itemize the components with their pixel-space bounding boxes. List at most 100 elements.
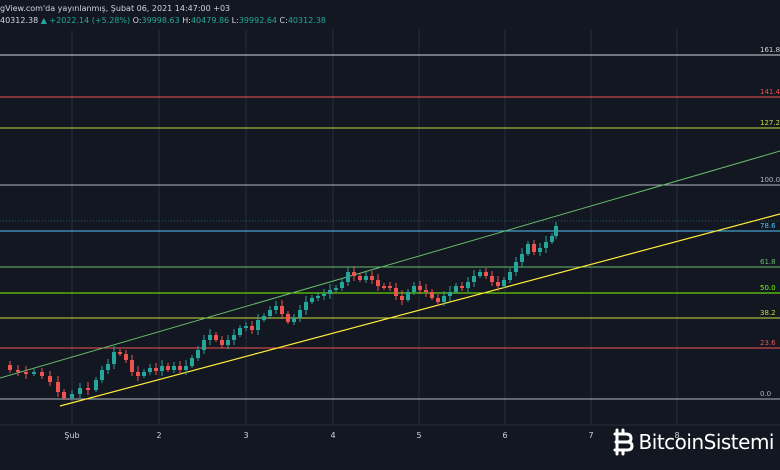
candle-body bbox=[352, 272, 356, 276]
candle-body bbox=[202, 340, 206, 350]
candle bbox=[136, 366, 140, 381]
candle-body bbox=[208, 335, 212, 340]
time-tick-label: Şub bbox=[64, 431, 79, 440]
candle bbox=[286, 311, 290, 324]
candle bbox=[94, 377, 98, 392]
candle-body bbox=[358, 276, 362, 280]
last-price: 40312.38 bbox=[0, 16, 39, 25]
trend-channel[interactable] bbox=[0, 150, 780, 407]
candle-body bbox=[370, 276, 374, 280]
candle bbox=[508, 268, 512, 283]
candlesticks bbox=[8, 222, 558, 401]
fib-level-label: 38.2 bbox=[760, 309, 776, 317]
fib-level-label: 141.4 bbox=[760, 88, 780, 96]
candle-body bbox=[304, 302, 308, 310]
candle bbox=[340, 278, 344, 291]
time-tick-label: 3 bbox=[243, 431, 248, 440]
candle-body bbox=[112, 352, 116, 364]
candle-body bbox=[460, 286, 464, 288]
candle bbox=[532, 240, 536, 255]
candle bbox=[310, 295, 314, 304]
candle bbox=[226, 335, 230, 349]
candle-body bbox=[226, 340, 230, 345]
candle bbox=[148, 364, 152, 375]
candle-body bbox=[286, 314, 290, 322]
triangle-up-icon: ▲ bbox=[40, 16, 47, 25]
logo-text: BitcoinSistemi bbox=[638, 430, 775, 454]
candle bbox=[352, 266, 356, 281]
candle bbox=[70, 390, 74, 401]
upper-channel-line[interactable] bbox=[0, 150, 780, 379]
candle-body bbox=[484, 272, 488, 276]
fibonacci-retracement[interactable]: 161.8 141.4 127.2 100.0 78.6 61.8 50.0 38.2 23.6… bbox=[0, 46, 780, 400]
candle bbox=[370, 271, 374, 284]
candle-body bbox=[400, 296, 404, 300]
fib-level-label: 23.6 bbox=[760, 339, 776, 347]
candle bbox=[214, 332, 218, 342]
candle-body bbox=[148, 368, 152, 372]
time-tick-label: 7 bbox=[588, 431, 593, 440]
candle-body bbox=[238, 328, 242, 335]
ohlc-line: 40312.38 ▲ +2022.14 (+5.28%) O:39998.63 … bbox=[0, 16, 326, 26]
candle-body bbox=[538, 248, 542, 252]
candle bbox=[554, 222, 558, 239]
candle bbox=[550, 233, 554, 244]
candle-body bbox=[526, 244, 530, 254]
candle-body bbox=[190, 358, 194, 366]
candle-body bbox=[298, 310, 302, 318]
candle bbox=[178, 361, 182, 374]
candle-body bbox=[466, 282, 470, 288]
candle-body bbox=[346, 272, 350, 282]
candle-body bbox=[424, 290, 428, 292]
candle bbox=[442, 291, 446, 306]
low-value: 39992.64 bbox=[238, 16, 277, 25]
candle bbox=[388, 282, 392, 291]
candle-body bbox=[554, 226, 558, 236]
candle bbox=[322, 289, 326, 300]
candle-body bbox=[166, 366, 170, 370]
candle bbox=[424, 284, 428, 297]
candle-body bbox=[268, 310, 272, 316]
candle bbox=[472, 270, 476, 287]
candle-body bbox=[442, 296, 446, 302]
candle-body bbox=[78, 388, 82, 394]
candle-body bbox=[472, 276, 476, 282]
candle bbox=[538, 243, 542, 256]
candle bbox=[406, 289, 410, 302]
candle bbox=[202, 335, 206, 354]
candle-body bbox=[406, 292, 410, 300]
candle-body bbox=[454, 286, 458, 292]
candle-body bbox=[40, 372, 44, 376]
high-label: H: bbox=[182, 16, 191, 25]
fib-level-label: 0.0 bbox=[760, 390, 771, 398]
candle bbox=[256, 314, 260, 335]
candle-body bbox=[412, 286, 416, 292]
candle bbox=[166, 363, 170, 372]
candle-body bbox=[388, 286, 392, 288]
candle-body bbox=[544, 242, 548, 248]
close-label: C: bbox=[279, 16, 288, 25]
candle-body bbox=[520, 254, 524, 262]
candle-body bbox=[274, 306, 278, 310]
candle bbox=[490, 271, 494, 286]
candle-body bbox=[32, 372, 36, 374]
candle-body bbox=[502, 280, 506, 286]
bitcoin-icon bbox=[613, 428, 634, 456]
candle bbox=[112, 346, 116, 369]
candle-body bbox=[280, 306, 284, 314]
candle-body bbox=[508, 272, 512, 280]
candle bbox=[232, 329, 236, 345]
candle-body bbox=[56, 382, 60, 392]
chart-header: gView.com'da yayınlanmış, Şubat 06, 2021… bbox=[0, 0, 780, 28]
candle-body bbox=[106, 364, 110, 370]
candle-body bbox=[178, 366, 182, 370]
time-tick-label: 4 bbox=[330, 431, 335, 440]
chart-grid bbox=[0, 30, 780, 426]
candle bbox=[460, 282, 464, 291]
candle bbox=[520, 248, 524, 267]
candle bbox=[196, 346, 200, 361]
candle-body bbox=[130, 360, 134, 372]
candle-body bbox=[418, 286, 422, 290]
lower-channel-line[interactable] bbox=[59, 213, 780, 407]
